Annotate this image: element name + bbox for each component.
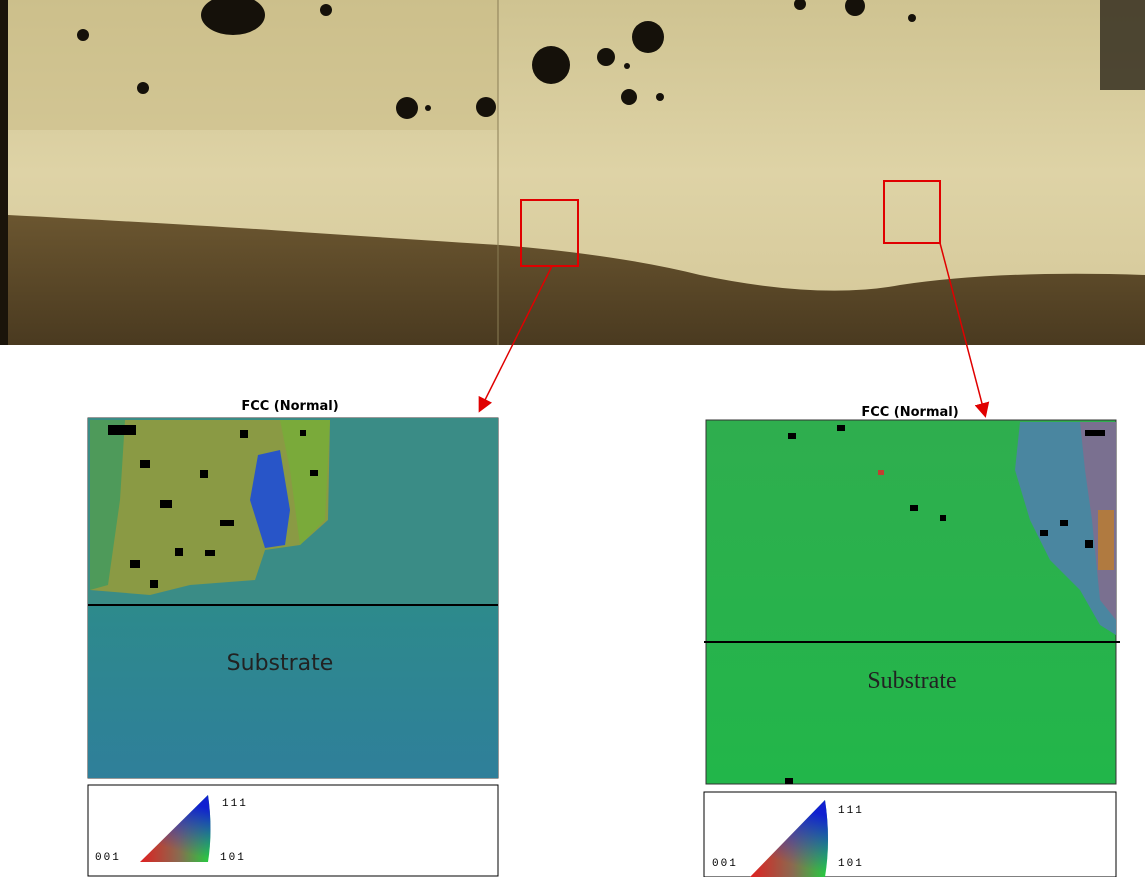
legend-label: 101 [220,852,246,864]
legend-label: 001 [712,858,738,870]
ebsd-panel: FCC (Normal) Substrate 111 001 101 [88,399,498,876]
micrograph [0,0,1145,415]
legend-label: 111 [838,805,864,817]
figure: FCC (Normal) Substrate 111 001 101 FCC (… [0,0,1145,877]
panel-title: FCC (Normal) [861,405,958,420]
legend-label: 001 [95,852,121,864]
legend-label: 111 [222,798,248,810]
region-label: Substrate [227,651,334,676]
region-label: Substrate [867,668,956,694]
panel-title: FCC (Normal) [241,399,338,414]
ebsd-panel: FCC (Normal) Substrate 111 001 101 [704,405,1120,877]
legend-label: 101 [838,858,864,870]
